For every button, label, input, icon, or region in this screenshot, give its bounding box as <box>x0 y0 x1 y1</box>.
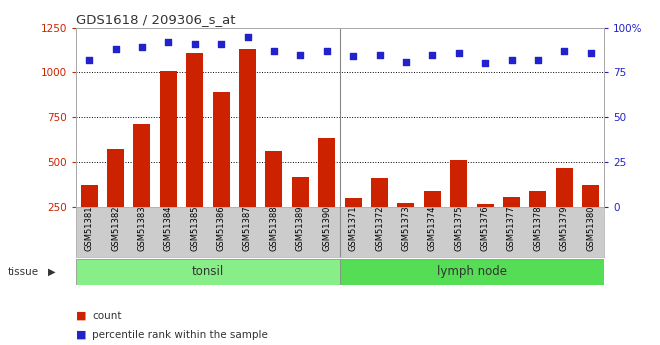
Bar <box>556 168 573 252</box>
Point <box>163 39 174 45</box>
Bar <box>133 125 150 252</box>
Bar <box>340 259 604 285</box>
Bar <box>265 151 282 252</box>
Point <box>348 53 358 59</box>
Point <box>110 46 121 52</box>
Point <box>506 57 517 63</box>
Text: ■: ■ <box>76 311 86 321</box>
Point <box>137 45 147 50</box>
Text: ■: ■ <box>76 330 86 339</box>
Text: tonsil: tonsil <box>192 265 224 278</box>
Bar <box>160 71 177 252</box>
Point <box>321 48 332 54</box>
Bar <box>239 49 256 252</box>
Point <box>295 52 306 57</box>
Point <box>242 34 253 39</box>
Text: GDS1618 / 209306_s_at: GDS1618 / 209306_s_at <box>76 13 236 27</box>
Bar <box>529 191 546 252</box>
Text: count: count <box>92 311 122 321</box>
Bar <box>345 198 362 252</box>
Point <box>480 61 490 66</box>
Point <box>401 59 411 65</box>
Bar <box>76 259 340 285</box>
Point <box>374 52 385 57</box>
Bar <box>477 204 494 252</box>
Bar <box>503 197 520 252</box>
Bar <box>371 178 388 252</box>
Text: ▶: ▶ <box>48 267 55 277</box>
Bar <box>582 186 599 252</box>
Bar <box>213 92 230 252</box>
Bar <box>81 185 98 252</box>
Point <box>453 50 464 56</box>
Point <box>269 48 279 54</box>
Text: tissue: tissue <box>8 267 39 277</box>
Bar <box>292 177 309 252</box>
Bar <box>450 160 467 252</box>
Point <box>427 52 438 57</box>
Bar <box>107 149 124 252</box>
Point <box>216 41 226 47</box>
Point <box>533 57 543 63</box>
Bar <box>318 138 335 252</box>
Point <box>84 57 94 63</box>
Point <box>585 50 596 56</box>
Bar <box>424 191 441 252</box>
Bar <box>397 203 414 252</box>
Point <box>559 48 570 54</box>
Text: lymph node: lymph node <box>437 265 507 278</box>
Text: percentile rank within the sample: percentile rank within the sample <box>92 330 268 339</box>
Bar <box>186 53 203 252</box>
Point <box>189 41 200 47</box>
